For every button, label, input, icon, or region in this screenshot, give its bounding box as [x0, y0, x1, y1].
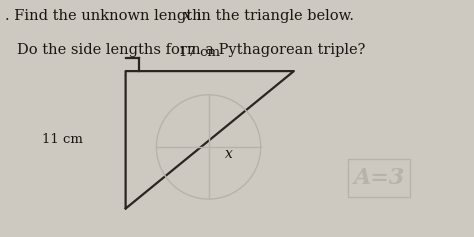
Text: in the triangle below.: in the triangle below.	[192, 9, 354, 23]
Text: 17 cm: 17 cm	[179, 46, 219, 59]
Bar	[348, 159, 410, 197]
Text: . Find the unknown length: . Find the unknown length	[5, 9, 206, 23]
Text: 11 cm: 11 cm	[42, 133, 83, 146]
Text: Do the side lengths form a Pythagorean triple?: Do the side lengths form a Pythagorean t…	[17, 43, 365, 57]
Text: x: x	[225, 147, 233, 161]
Text: A=3: A=3	[354, 167, 405, 189]
Text: x: x	[182, 9, 191, 23]
